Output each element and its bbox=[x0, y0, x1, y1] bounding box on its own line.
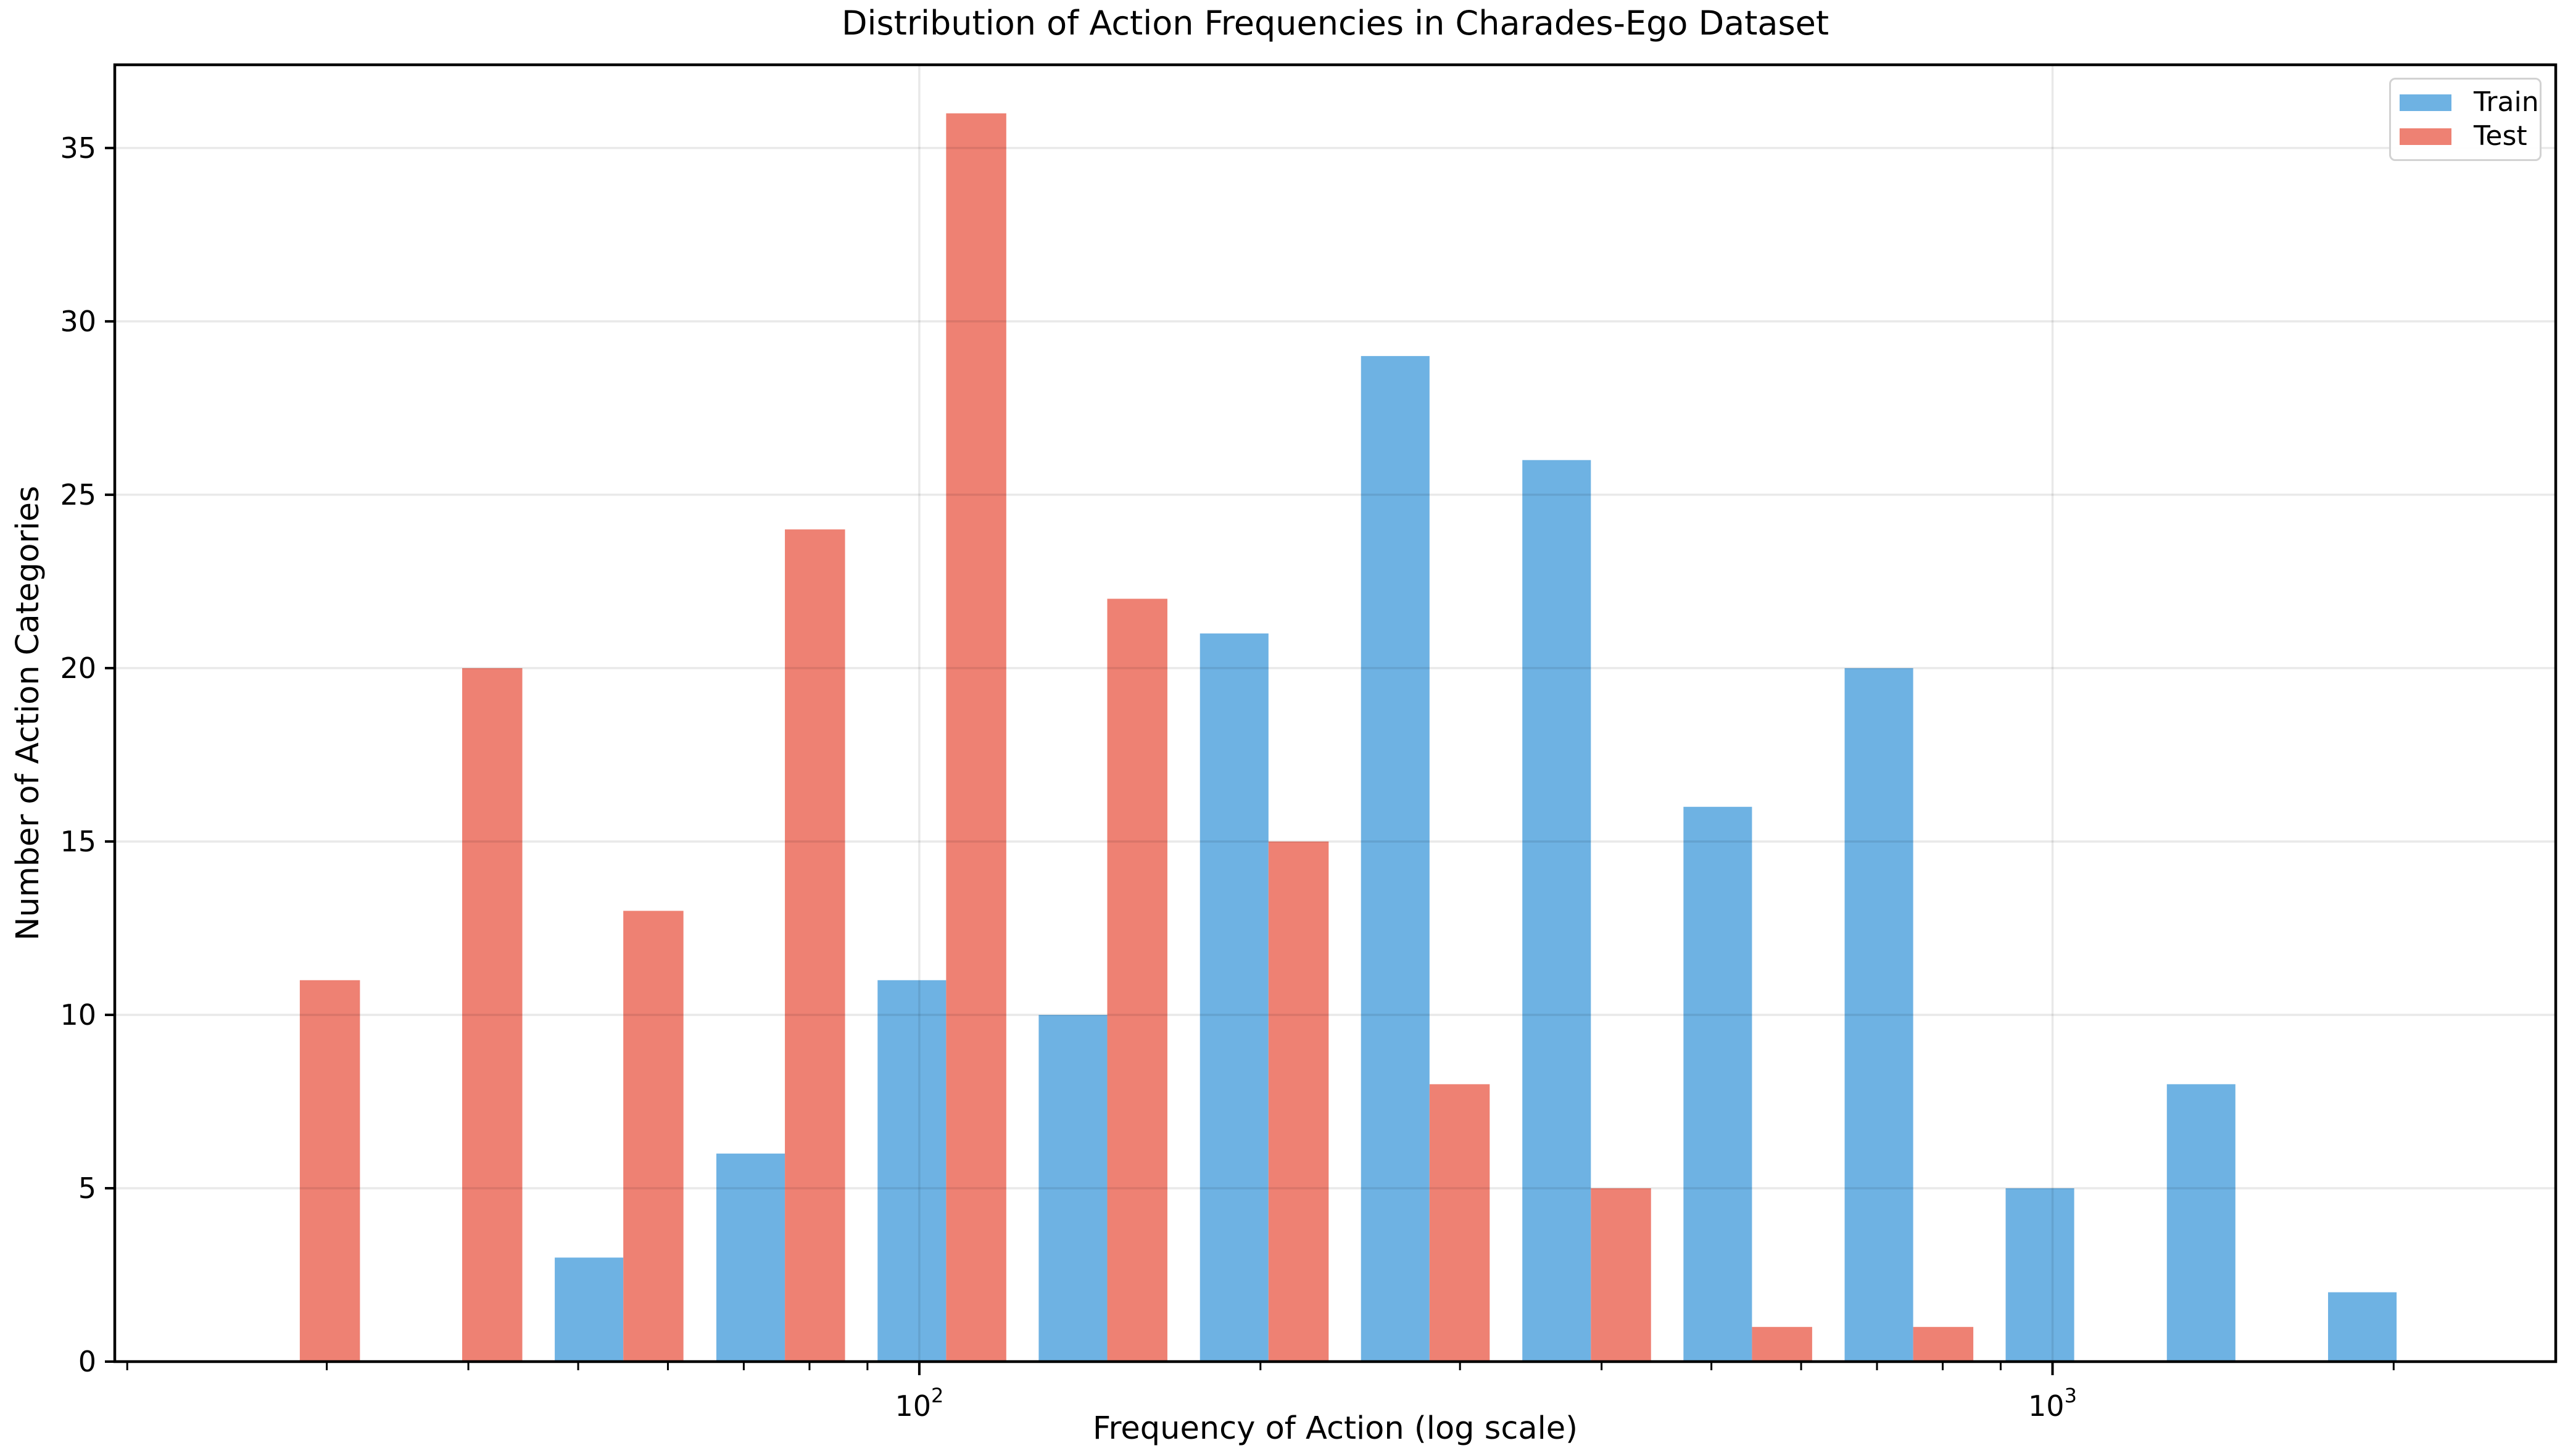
y-tick-label-35: 35 bbox=[60, 131, 96, 165]
bar-test-bin1 bbox=[462, 668, 523, 1362]
axes-spines bbox=[113, 63, 2558, 1363]
bar-train-bin9 bbox=[1683, 806, 1752, 1362]
legend-swatch-test bbox=[2400, 128, 2451, 145]
bar-train-bin4 bbox=[877, 980, 947, 1362]
y-tick-label-20: 20 bbox=[60, 651, 96, 685]
x-tick-label-1000: 103 bbox=[2028, 1384, 2077, 1423]
legend-label-test: Test bbox=[2474, 120, 2527, 152]
bar-train-bin8 bbox=[1522, 460, 1591, 1362]
bar-test-bin4 bbox=[946, 113, 1006, 1363]
bar-test-bin7 bbox=[1429, 1084, 1490, 1362]
bar-test-bin6 bbox=[1268, 841, 1329, 1362]
y-tick-label-30: 30 bbox=[60, 305, 96, 338]
bar-test-bin8 bbox=[1591, 1188, 1651, 1362]
chart-title: Distribution of Action Frequencies in Ch… bbox=[841, 4, 1829, 43]
bar-test-bin2 bbox=[623, 911, 684, 1362]
bar-test-bin9 bbox=[1752, 1326, 1812, 1362]
bar-train-bin3 bbox=[716, 1153, 785, 1362]
y-tick-label-5: 5 bbox=[78, 1172, 96, 1205]
x-axis-label: Frequency of Action (log scale) bbox=[1092, 1410, 1578, 1447]
bar-train-bin2 bbox=[555, 1257, 624, 1362]
bar-test-bin0 bbox=[299, 980, 360, 1362]
legend-item-train: Train bbox=[2400, 89, 2539, 116]
bar-test-bin5 bbox=[1107, 598, 1167, 1362]
bar-train-bin7 bbox=[1361, 356, 1430, 1362]
legend-swatch-train bbox=[2400, 94, 2451, 111]
y-tick-label-25: 25 bbox=[60, 478, 96, 511]
x-tick-label-100: 102 bbox=[895, 1384, 943, 1423]
bar-train-bin5 bbox=[1038, 1014, 1108, 1362]
legend: Train Test bbox=[2389, 78, 2542, 161]
legend-item-test: Test bbox=[2400, 123, 2531, 150]
bar-test-bin10 bbox=[1913, 1326, 1974, 1362]
y-axis-label: Number of Action Categories bbox=[10, 486, 46, 941]
y-tick-label-0: 0 bbox=[78, 1345, 96, 1378]
bar-train-bin12 bbox=[2166, 1084, 2235, 1362]
bar-train-bin6 bbox=[1199, 633, 1269, 1362]
bar-train-bin13 bbox=[2328, 1292, 2397, 1362]
legend-label-train: Train bbox=[2474, 86, 2539, 118]
y-tick-label-15: 15 bbox=[60, 825, 96, 858]
bar-train-bin11 bbox=[2005, 1188, 2074, 1362]
bar-train-bin10 bbox=[1844, 668, 1913, 1362]
y-tick-label-10: 10 bbox=[60, 998, 96, 1032]
bar-test-bin3 bbox=[785, 529, 845, 1362]
